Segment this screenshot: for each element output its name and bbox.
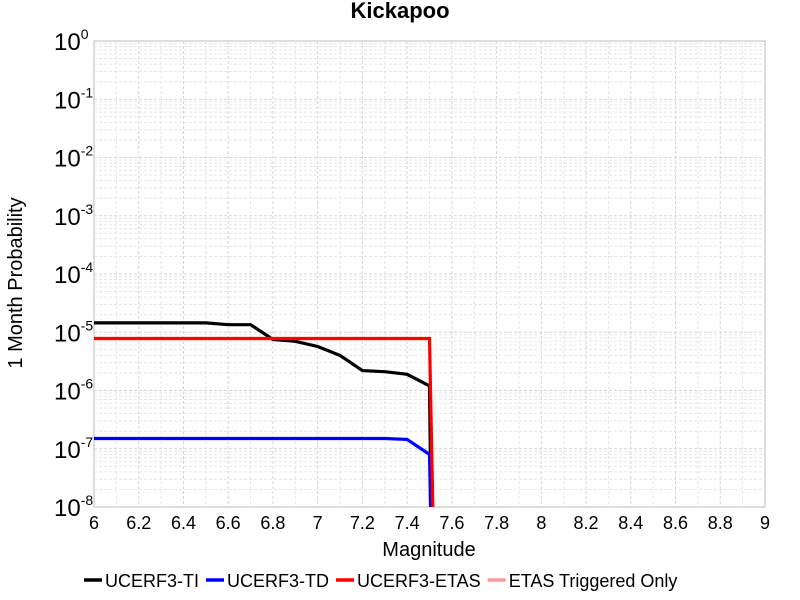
x-tick-labels: 6 6.2 6.4 6.6 6.8 7 7.2 7.4 7.6 7.8 8 8.2 8.4 8.6 8.8 9 bbox=[89, 513, 770, 533]
x-tick-label: 7.6 bbox=[439, 513, 464, 533]
y-axis-label: 1 Month Probability bbox=[5, 197, 27, 368]
y-tick-label: 10-4 bbox=[54, 259, 93, 289]
x-tick-label: 6.6 bbox=[216, 513, 241, 533]
y-tick-label: 10-2 bbox=[54, 143, 93, 173]
x-tick-label: 7.2 bbox=[350, 513, 375, 533]
x-tick-label: 6.4 bbox=[171, 513, 196, 533]
x-tick-label: 7 bbox=[313, 513, 323, 533]
x-tick-label: 8.2 bbox=[574, 513, 599, 533]
chart-title: Kickapoo bbox=[350, 0, 449, 23]
x-tick-label: 8.6 bbox=[663, 513, 688, 533]
x-tick-label: 6 bbox=[89, 513, 99, 533]
legend-label: UCERF3-ETAS bbox=[357, 571, 481, 591]
series-line bbox=[94, 336, 435, 507]
y-tick-label: 10-8 bbox=[54, 492, 93, 522]
y-tick-label: 100 bbox=[54, 26, 89, 56]
legend-label: ETAS Triggered Only bbox=[509, 571, 678, 591]
y-tick-label: 10-1 bbox=[54, 84, 93, 114]
x-tick-label: 8 bbox=[536, 513, 546, 533]
y-tick-label: 10-6 bbox=[54, 376, 93, 406]
x-tick-label: 7.4 bbox=[395, 513, 420, 533]
y-tick-labels: 100 10-1 10-2 10-3 10-4 10-5 10-6 10-7 10-8 bbox=[54, 26, 93, 522]
x-tick-label: 6.8 bbox=[260, 513, 285, 533]
x-tick-label: 6.2 bbox=[126, 513, 151, 533]
x-tick-label: 8.4 bbox=[618, 513, 643, 533]
legend-label: UCERF3-TI bbox=[105, 571, 199, 591]
legend-label: UCERF3-TD bbox=[227, 571, 329, 591]
series-layer bbox=[94, 321, 435, 507]
x-axis-label: Magnitude bbox=[382, 539, 475, 561]
y-tick-label: 10-5 bbox=[54, 317, 93, 347]
y-tick-label: 10-7 bbox=[54, 434, 93, 464]
x-tick-label: 8.8 bbox=[708, 513, 733, 533]
legend: UCERF3-TI UCERF3-TD UCERF3-ETAS ETAS Trigge… bbox=[84, 571, 677, 591]
series-group bbox=[94, 321, 435, 507]
y-tick-label: 10-3 bbox=[54, 201, 93, 231]
x-tick-label: 9 bbox=[760, 513, 770, 533]
x-tick-label: 7.8 bbox=[484, 513, 509, 533]
series-line bbox=[94, 436, 433, 507]
